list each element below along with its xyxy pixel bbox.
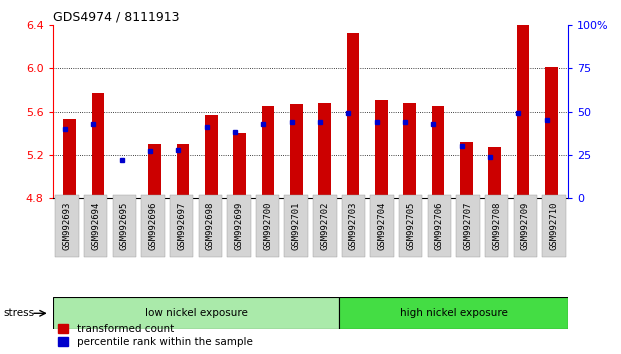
Bar xyxy=(488,147,501,198)
Bar xyxy=(460,142,473,198)
Text: high nickel exposure: high nickel exposure xyxy=(400,308,507,318)
Text: GSM992697: GSM992697 xyxy=(177,202,186,250)
Text: GSM992706: GSM992706 xyxy=(435,202,444,250)
Text: GSM992705: GSM992705 xyxy=(406,202,415,250)
Bar xyxy=(290,104,302,198)
Text: GSM992704: GSM992704 xyxy=(378,202,387,250)
Bar xyxy=(545,67,558,198)
Bar xyxy=(403,103,416,198)
Text: GSM992710: GSM992710 xyxy=(550,202,558,250)
Text: GSM992702: GSM992702 xyxy=(320,202,329,250)
Text: GSM992693: GSM992693 xyxy=(63,202,71,250)
Text: GDS4974 / 8111913: GDS4974 / 8111913 xyxy=(53,11,179,24)
Bar xyxy=(120,195,133,198)
Bar xyxy=(177,144,189,198)
Bar xyxy=(92,93,104,198)
Text: GSM992701: GSM992701 xyxy=(292,202,301,250)
Text: GSM992696: GSM992696 xyxy=(148,202,158,250)
Bar xyxy=(261,106,274,198)
Bar xyxy=(148,144,161,198)
Text: low nickel exposure: low nickel exposure xyxy=(145,308,247,318)
Bar xyxy=(375,99,388,198)
Text: GSM992708: GSM992708 xyxy=(492,202,501,250)
Text: GSM992709: GSM992709 xyxy=(521,202,530,250)
Text: GSM992698: GSM992698 xyxy=(206,202,215,250)
Legend: transformed count, percentile rank within the sample: transformed count, percentile rank withi… xyxy=(58,324,253,347)
Text: stress: stress xyxy=(3,308,34,318)
Text: GSM992700: GSM992700 xyxy=(263,202,272,250)
Bar xyxy=(205,115,218,198)
Bar xyxy=(432,106,444,198)
Text: GSM992699: GSM992699 xyxy=(234,202,243,250)
Bar xyxy=(233,133,246,198)
Text: GSM992695: GSM992695 xyxy=(120,202,129,250)
Bar xyxy=(63,119,76,198)
Bar xyxy=(517,16,529,198)
Bar xyxy=(347,33,360,198)
Bar xyxy=(53,297,339,329)
Text: GSM992707: GSM992707 xyxy=(463,202,473,250)
Bar xyxy=(319,103,331,198)
Bar xyxy=(339,297,568,329)
Text: GSM992694: GSM992694 xyxy=(91,202,100,250)
Text: GSM992703: GSM992703 xyxy=(349,202,358,250)
